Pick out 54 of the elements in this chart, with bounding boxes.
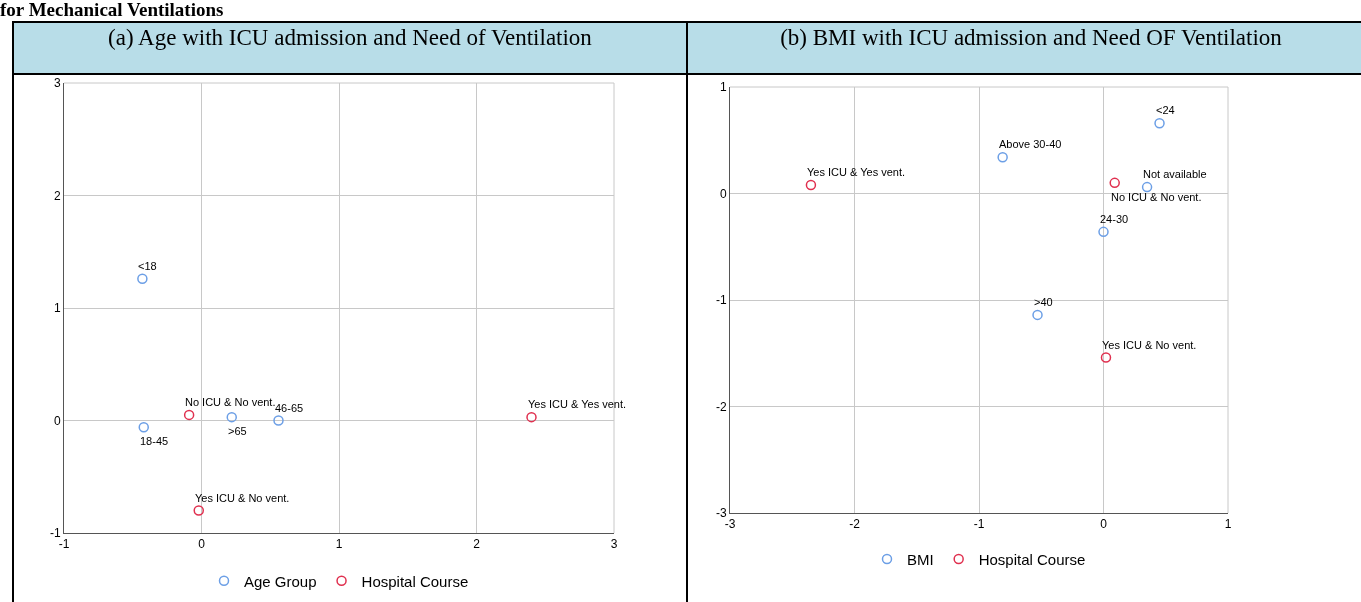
legend-label: Hospital Course <box>978 550 1086 568</box>
x-tick-label: 0 <box>198 537 206 552</box>
point <box>526 411 537 423</box>
point <box>1109 177 1120 189</box>
x-tick-label: -2 <box>849 517 861 532</box>
y-tick-label: -3 <box>715 506 727 521</box>
y-tick-label: 1 <box>719 80 727 95</box>
annotation: <24 <box>1156 104 1175 116</box>
point <box>1141 181 1153 193</box>
text: for Mechanical Ventilations <box>0 0 224 20</box>
point <box>997 152 1008 163</box>
annotation: Yes ICU & No vent. <box>1102 339 1197 351</box>
annotation: >65 <box>228 425 247 437</box>
annotation: Yes ICU & Yes vent. <box>528 398 627 410</box>
point <box>1032 309 1043 321</box>
chart-title: (b) BMI with ICU admission and Need OF Ventilation <box>688 23 1361 75</box>
x-tick-label: 3 <box>610 537 618 552</box>
y-tick-label: -2 <box>715 399 727 414</box>
annotation: No ICU & No vent. <box>1111 191 1202 203</box>
chart-title: (a) Age with ICU admission and Need of Ventilation <box>14 23 686 75</box>
y-tick-label: -1 <box>715 293 727 308</box>
point <box>137 273 148 284</box>
point <box>1098 226 1109 238</box>
point <box>193 505 204 516</box>
annotation: 18-45 <box>140 435 169 447</box>
annotation: No ICU & No vent. <box>185 396 276 408</box>
y-tick-label: 0 <box>53 413 61 428</box>
y-tick-label: 0 <box>719 186 727 201</box>
point <box>273 415 284 426</box>
point <box>226 411 237 423</box>
annotation: <18 <box>138 260 157 272</box>
annotation: >40 <box>1034 296 1053 308</box>
annotation: Yes ICU & No vent. <box>195 492 290 504</box>
point <box>183 409 195 421</box>
annotation: Yes ICU & Yes vent. <box>807 166 906 178</box>
y-tick-label: 3 <box>53 76 61 91</box>
annotation: 24-30 <box>1100 213 1129 225</box>
x-tick-label: 1 <box>1224 517 1232 532</box>
x-tick-label: -1 <box>973 517 985 532</box>
point <box>1100 352 1112 363</box>
y-tick-label: 1 <box>53 301 61 316</box>
legend-label: Hospital Course <box>361 572 469 590</box>
point <box>805 179 817 191</box>
legend-label: BMI <box>907 550 934 568</box>
x-tick-label: 1 <box>335 537 343 552</box>
annotation: Not available <box>1143 168 1207 180</box>
point <box>138 422 149 433</box>
y-tick-label: 2 <box>53 188 61 203</box>
point <box>1154 117 1165 129</box>
x-tick-label: 2 <box>473 537 481 552</box>
annotation: Above 30-40 <box>999 138 1062 150</box>
x-tick-label: 0 <box>1100 517 1108 532</box>
annotation: 46-65 <box>275 402 304 414</box>
legend-label: Age Group <box>244 572 317 590</box>
